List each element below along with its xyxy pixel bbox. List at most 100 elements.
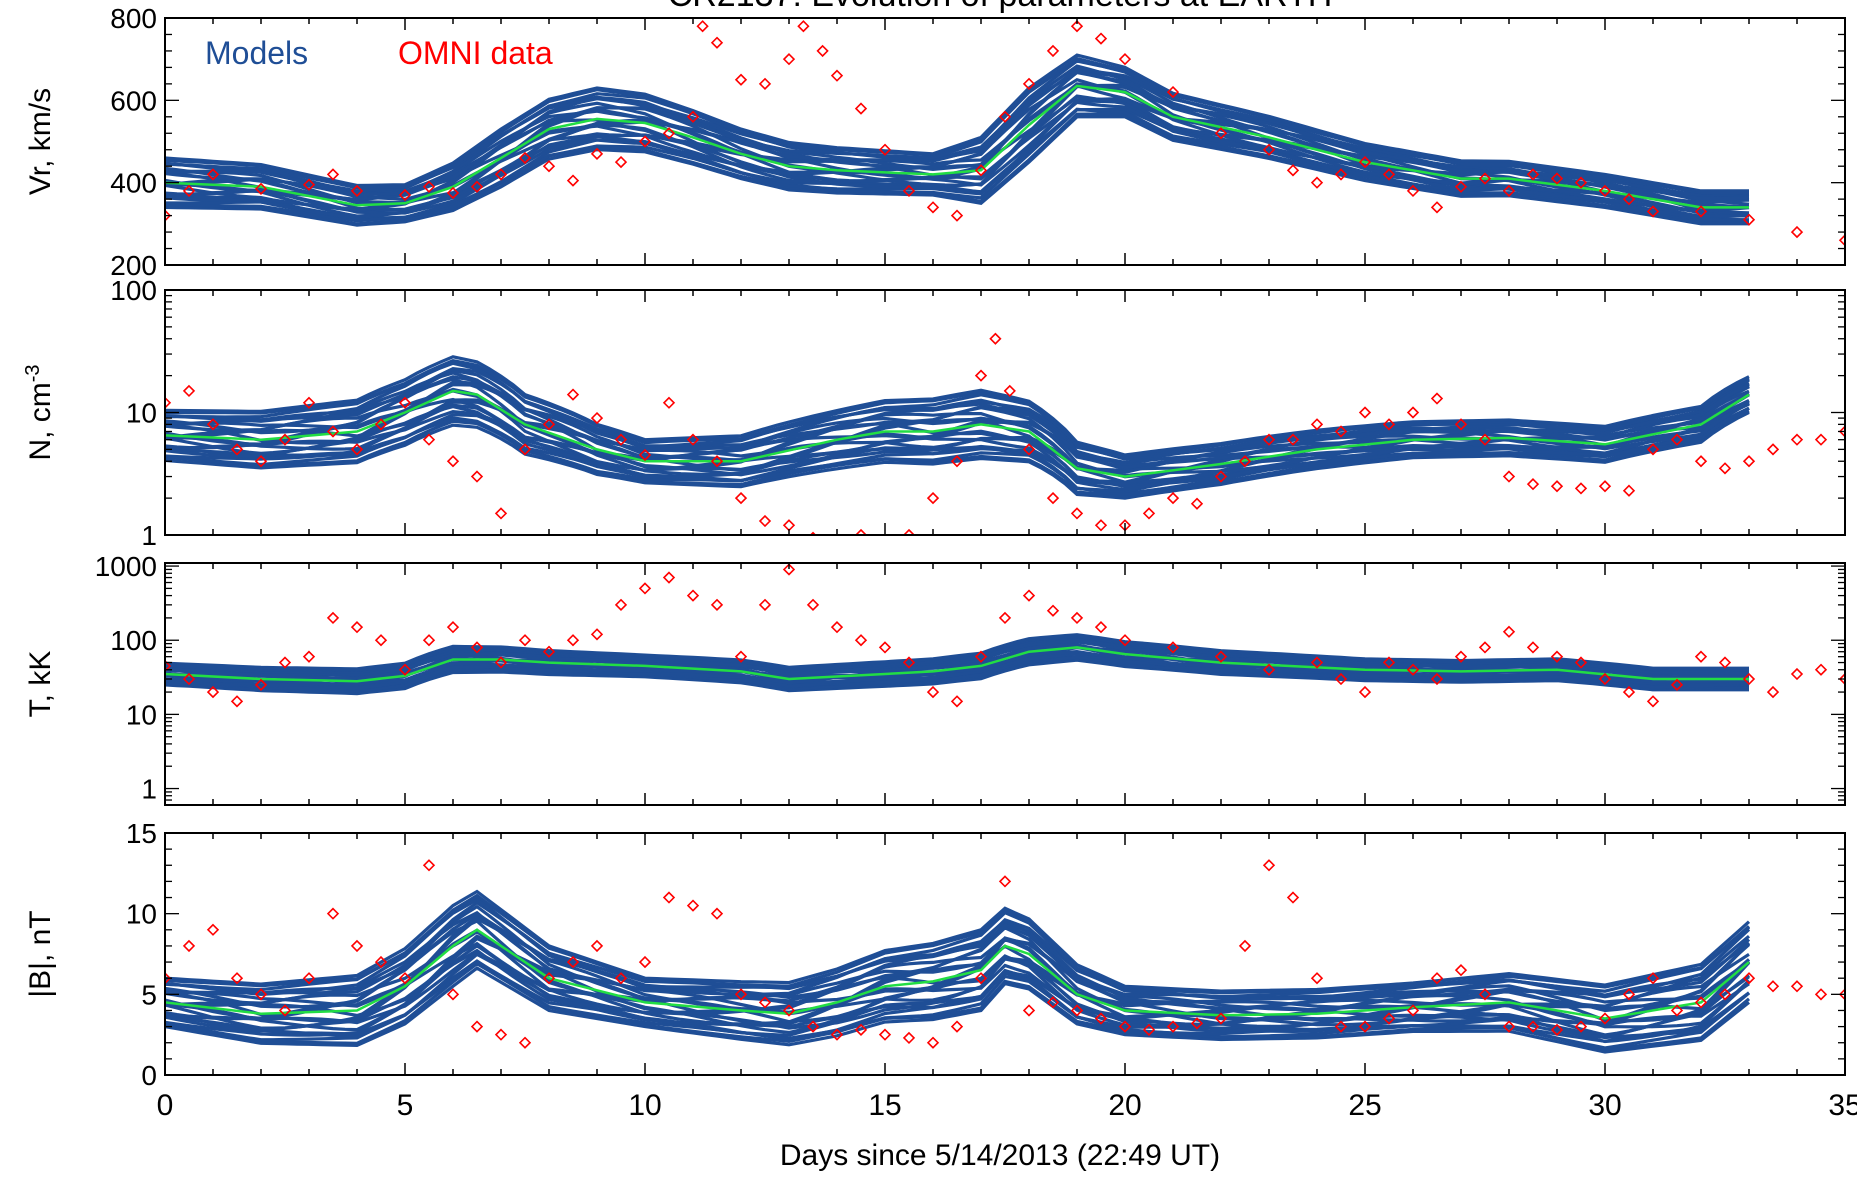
omni-point	[1406, 406, 1420, 419]
y-axis-label: |B|, nT	[24, 910, 57, 997]
omni-point	[1454, 180, 1468, 193]
panel-t: 1 10 100 1000 T, kK	[24, 551, 1846, 806]
omni-point	[734, 73, 748, 86]
omni-point	[950, 695, 964, 708]
omni-point	[686, 433, 700, 446]
omni-point	[1790, 433, 1804, 446]
omni-point	[470, 470, 484, 483]
chart-title: CR2137: Evolution of parameters at EARTH	[668, 0, 1333, 14]
omni-point	[446, 988, 460, 1001]
omni-point	[1382, 168, 1396, 181]
omni-point	[326, 425, 340, 438]
x-tick-label: 30	[1588, 1089, 1621, 1122]
model-line	[165, 53, 1749, 193]
models-band	[165, 633, 1750, 696]
omni-point	[836, 534, 838, 535]
omni-point	[590, 628, 604, 641]
x-tick-label: 0	[157, 1089, 174, 1122]
omni-point	[1094, 519, 1108, 532]
omni-point	[614, 972, 628, 985]
omni-point	[446, 186, 460, 200]
omni-point	[854, 528, 868, 535]
omni-point	[566, 174, 580, 187]
omni-point	[758, 77, 772, 90]
omni-point	[926, 491, 940, 505]
legend-omni: OMNI data	[398, 35, 553, 71]
omni-point	[1742, 972, 1756, 985]
omni-point	[1478, 172, 1492, 185]
panel-b: 0 5 10 15 |B|, nT	[24, 818, 1846, 1091]
omni-point	[1022, 77, 1036, 90]
omni-point	[398, 396, 412, 409]
omni-point	[518, 634, 532, 647]
omni-point	[590, 147, 604, 160]
omni-point	[816, 44, 829, 58]
omni-point	[1286, 433, 1300, 446]
omni-data	[165, 332, 1845, 535]
omni-point	[1790, 225, 1804, 239]
omni-point	[302, 650, 316, 663]
x-tick-label: 10	[628, 1089, 661, 1122]
y-tick-label: 400	[110, 168, 157, 199]
omni-point	[542, 418, 556, 431]
x-tick-labels: 0 5 10 15 20 25 30 35	[157, 1089, 1857, 1122]
y-axis-label-superscript: -3	[22, 364, 44, 382]
omni-point	[182, 184, 196, 198]
omni-point	[542, 645, 556, 658]
omni-point	[1046, 44, 1060, 58]
omni-point	[662, 396, 676, 409]
omni-point	[165, 659, 172, 673]
omni-point	[1142, 1023, 1156, 1036]
omni-point	[1070, 611, 1084, 625]
plot-area	[165, 20, 1845, 247]
omni-point	[782, 519, 796, 532]
omni-point	[1334, 672, 1348, 686]
omni-point	[902, 528, 916, 535]
omni-point	[614, 433, 628, 446]
omni-point	[1598, 672, 1612, 686]
omni-point	[1406, 1004, 1420, 1017]
x-tick-label: 15	[868, 1089, 901, 1122]
model-line	[165, 115, 1749, 227]
model-line	[165, 936, 1750, 1026]
omni-point	[278, 656, 292, 669]
omni-data	[165, 859, 1845, 1049]
omni-point	[1694, 650, 1708, 663]
y-tick-label: 1	[141, 520, 157, 551]
omni-point	[1646, 205, 1660, 218]
omni-point	[1694, 996, 1708, 1009]
omni-point	[1142, 507, 1156, 520]
omni-point	[494, 656, 508, 669]
omni-point	[1574, 176, 1588, 189]
omni-point	[902, 184, 916, 198]
omni-point	[710, 598, 724, 611]
omni-point	[422, 634, 436, 647]
omni-point	[974, 650, 988, 663]
omni-point	[1430, 201, 1444, 214]
omni-point	[638, 955, 652, 969]
omni-point	[1190, 497, 1204, 510]
omni-point	[1358, 406, 1372, 419]
omni-point	[1550, 480, 1564, 493]
omni-point	[638, 135, 652, 148]
omni-point	[1502, 184, 1516, 198]
omni-point	[1022, 443, 1036, 456]
y-axis-label: Vr, km/s	[24, 88, 57, 195]
omni-point	[1166, 641, 1180, 654]
omni-point	[926, 685, 940, 699]
omni-point	[1766, 980, 1780, 993]
omni-point	[206, 923, 220, 936]
omni-point	[1646, 443, 1660, 456]
omni-point	[1574, 1020, 1588, 1033]
omni-point	[518, 1036, 532, 1049]
omni-point	[1358, 685, 1372, 699]
omni-point	[1502, 1020, 1516, 1033]
omni-point	[1646, 972, 1660, 985]
omni-point	[686, 589, 700, 602]
omni-point	[1622, 685, 1636, 699]
omni-point	[1310, 972, 1324, 985]
omni-point	[878, 1028, 892, 1041]
omni-point	[782, 1004, 796, 1017]
omni-point	[902, 656, 916, 669]
